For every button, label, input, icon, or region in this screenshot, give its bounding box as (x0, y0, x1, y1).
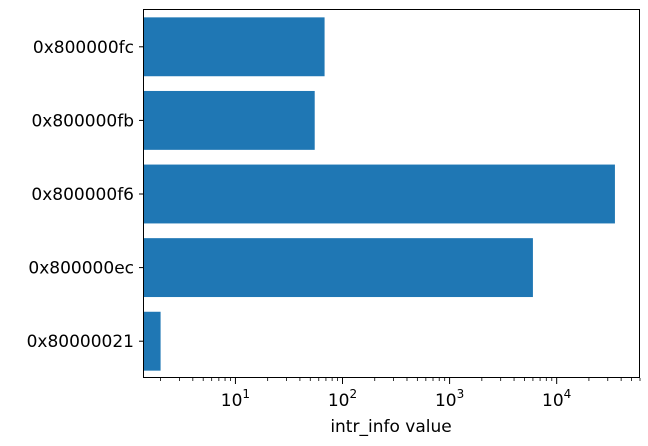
y-tick-label: 0x800000fc (33, 38, 134, 58)
y-tick-label: 0x800000fb (31, 111, 134, 131)
x-tick-label: 102 (328, 387, 357, 411)
y-tick-label: 0x800000ec (28, 259, 134, 279)
y-tick-label: 0x80000021 (27, 332, 134, 352)
x-tick-label: 101 (221, 387, 250, 411)
x-axis-label: intr_info value (330, 417, 451, 437)
bar-0x800000fc (144, 17, 325, 77)
y-axis-ticks: 0x80000021 0x800000ec 0x800000f6 0x800000fb… (27, 38, 144, 352)
x-tick-label: 104 (542, 387, 571, 411)
bar-0x80000021 (144, 311, 161, 371)
bars (144, 17, 615, 371)
x-axis-ticks: 101 102 103 104 (160, 378, 641, 411)
x-tick-label: 103 (435, 387, 464, 411)
bar-0x800000f6 (144, 164, 615, 224)
y-tick-label: 0x800000f6 (31, 185, 134, 205)
plot-frame (143, 9, 640, 378)
bar-0x800000fb (144, 90, 315, 150)
bar-0x800000ec (144, 238, 533, 298)
